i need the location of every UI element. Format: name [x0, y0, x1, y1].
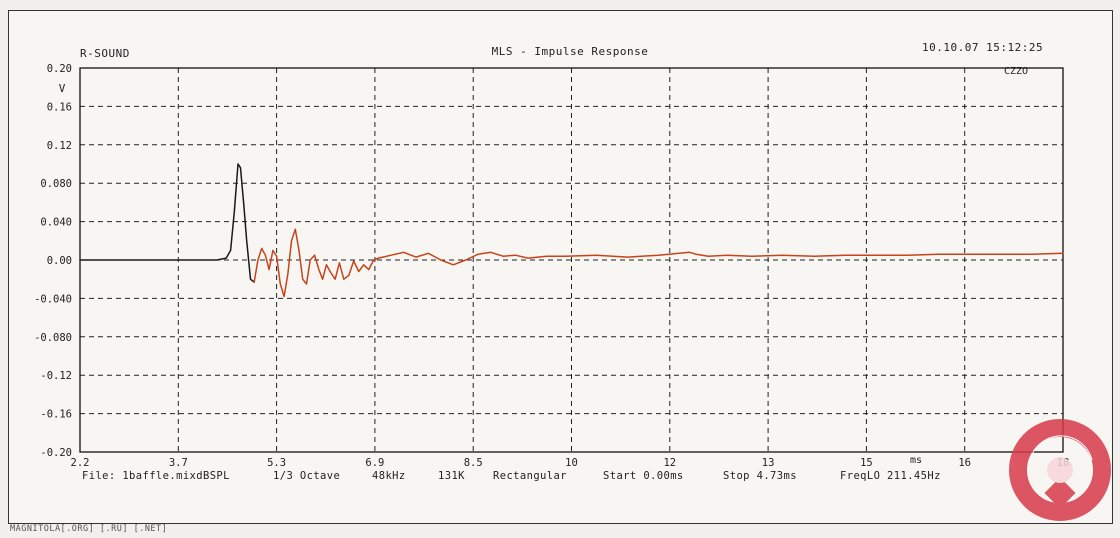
y-tick-label: -0.12: [40, 370, 72, 382]
x-tick-label: 13: [762, 457, 775, 469]
magnitola-seal: [1009, 419, 1111, 521]
footer-rate: 48kHz: [372, 470, 406, 482]
x-tick-label: 15: [860, 457, 873, 469]
header-left: R-SOUND: [80, 47, 130, 60]
footer-smoothing: 1/3 Octave: [273, 470, 340, 482]
x-tick-label: 3.7: [169, 457, 188, 469]
x-tick-label: 8.5: [464, 457, 483, 469]
header-badge: CZZO: [1004, 66, 1028, 77]
x-tick-label: 16: [958, 457, 971, 469]
x-tick-label: 10: [565, 457, 578, 469]
x-tick-label: 5.3: [267, 457, 286, 469]
x-tick-label: 6.9: [365, 457, 384, 469]
y-tick-label: -0.080: [34, 332, 72, 344]
x-tick-label: 2.2: [71, 457, 90, 469]
y-tick-label: -0.16: [40, 409, 72, 421]
y-axis-unit: V: [59, 82, 66, 95]
y-tick-label: 0.16: [47, 101, 72, 113]
y-tick-label: 0.040: [40, 217, 72, 229]
y-tick-label: 0.080: [40, 178, 72, 190]
watermark-url: MAGNITOLA[.ORG] [.RU] [.NET]: [10, 524, 168, 534]
series-line-2: [253, 228, 1064, 298]
footer-start: Start 0.00ms: [603, 470, 684, 482]
y-tick-label: -0.20: [40, 447, 72, 459]
footer-window: Rectangular: [493, 470, 567, 482]
footer-file: File: 1baffle.mixdBSPL: [82, 470, 230, 482]
y-tick-label: 0.00: [47, 255, 72, 267]
x-axis-unit: ms: [910, 455, 922, 466]
header-timestamp: 10.10.07 15:12:25: [922, 41, 1043, 54]
y-tick-label: 0.20: [47, 63, 72, 75]
footer-stop: Stop 4.73ms: [723, 470, 797, 482]
chart-title: MLS - Impulse Response: [492, 45, 649, 58]
footer-length: 131K: [438, 470, 465, 482]
footer-freqlo: FreqLO 211.45Hz: [840, 470, 941, 482]
y-tick-label: 0.12: [47, 140, 72, 152]
chart-frame: [8, 10, 1113, 524]
x-tick-label: 12: [663, 457, 676, 469]
y-tick-label: -0.040: [34, 293, 72, 305]
series-line-1: [79, 163, 255, 283]
